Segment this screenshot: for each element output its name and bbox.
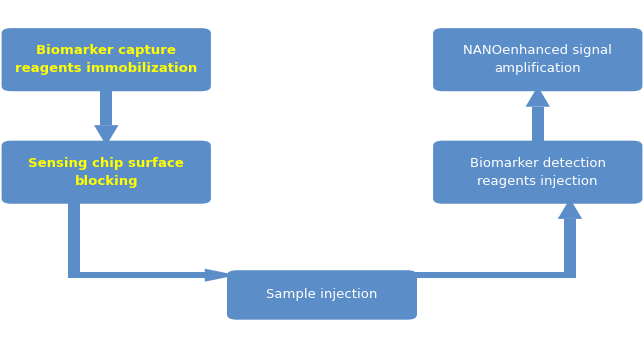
Text: NANOenhanced signal
amplification: NANOenhanced signal amplification bbox=[463, 44, 612, 75]
Polygon shape bbox=[526, 86, 550, 107]
FancyBboxPatch shape bbox=[2, 28, 211, 91]
FancyBboxPatch shape bbox=[407, 272, 576, 278]
FancyBboxPatch shape bbox=[564, 219, 576, 275]
FancyBboxPatch shape bbox=[68, 272, 205, 278]
FancyBboxPatch shape bbox=[433, 141, 642, 204]
Text: Sample injection: Sample injection bbox=[267, 288, 377, 301]
FancyBboxPatch shape bbox=[100, 86, 112, 125]
Text: Biomarker detection
reagents injection: Biomarker detection reagents injection bbox=[469, 157, 606, 188]
Polygon shape bbox=[94, 125, 118, 146]
FancyBboxPatch shape bbox=[2, 141, 211, 204]
FancyBboxPatch shape bbox=[532, 107, 544, 146]
FancyBboxPatch shape bbox=[433, 28, 642, 91]
FancyBboxPatch shape bbox=[68, 198, 80, 275]
Polygon shape bbox=[558, 198, 582, 219]
Text: Sensing chip surface
blocking: Sensing chip surface blocking bbox=[28, 157, 184, 188]
Text: Biomarker capture
reagents immobilization: Biomarker capture reagents immobilizatio… bbox=[15, 44, 197, 75]
FancyBboxPatch shape bbox=[227, 270, 417, 320]
Polygon shape bbox=[205, 269, 237, 282]
